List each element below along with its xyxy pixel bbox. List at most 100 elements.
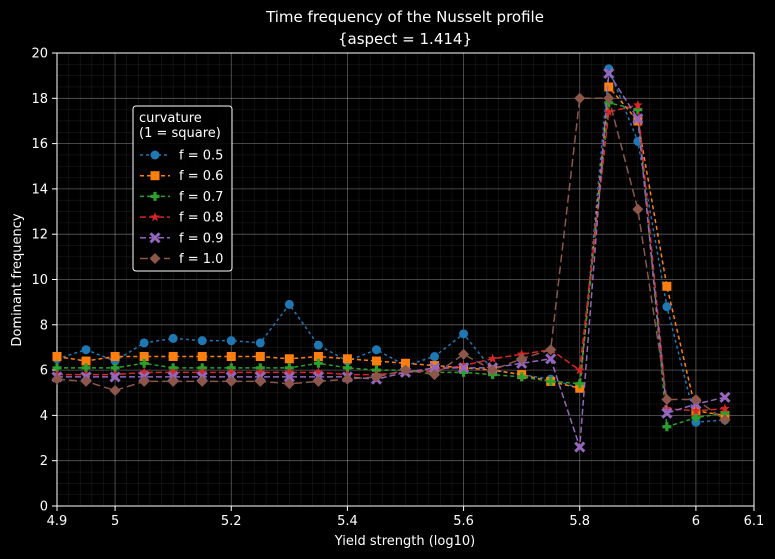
legend-label: f = 0.9 — [179, 231, 223, 246]
data-point — [371, 345, 381, 355]
data-point — [371, 356, 381, 366]
y-tick-label: 20 — [31, 47, 48, 62]
data-point — [139, 367, 149, 377]
data-point — [487, 364, 499, 376]
data-point — [110, 363, 120, 373]
data-point — [81, 345, 91, 355]
data-point — [428, 362, 441, 374]
series-line — [57, 71, 726, 448]
data-point — [284, 367, 295, 377]
chart-subtitle: {aspect = 1.414} — [338, 30, 472, 48]
y-tick-label: 0 — [40, 500, 48, 515]
data-point — [150, 171, 160, 181]
data-point — [632, 99, 643, 110]
data-point — [341, 373, 353, 385]
data-point — [691, 405, 701, 415]
data-point — [401, 358, 410, 368]
data-point — [52, 363, 62, 373]
data-point — [690, 394, 702, 406]
legend-label: f = 0.8 — [179, 211, 223, 226]
data-point — [370, 371, 382, 383]
data-point — [313, 358, 323, 368]
data-point — [430, 352, 440, 362]
data-point — [139, 358, 149, 368]
data-point — [167, 375, 179, 387]
x-axis: 4.9 5 5.2 5.4 5.6 5.8 6 6.1 — [47, 506, 764, 529]
x-tick-label: 5.8 — [569, 514, 590, 529]
data-point — [458, 348, 470, 360]
data-point — [139, 352, 149, 362]
data-point — [632, 203, 644, 215]
data-point — [603, 92, 615, 104]
data-point — [149, 232, 161, 244]
data-point — [225, 375, 237, 387]
data-point — [196, 375, 208, 387]
series-line — [56, 85, 726, 417]
data-point — [51, 373, 63, 385]
data-point — [633, 105, 643, 115]
legend-label: f = 0.7 — [179, 190, 223, 205]
data-point — [283, 378, 295, 390]
y-axis: 0 2 4 6 8 10 12 14 16 18 20 — [31, 47, 57, 515]
x-tick-label: 5.4 — [337, 514, 358, 529]
y-tick-label: 18 — [31, 92, 48, 107]
data-point — [81, 356, 91, 366]
data-point — [168, 367, 179, 377]
data-point — [546, 376, 556, 386]
y-tick-label: 16 — [31, 137, 48, 152]
data-point — [150, 212, 160, 222]
data-point — [661, 407, 673, 419]
legend: curvature (1 = square) f = 0.5f = 0.6f =… — [132, 105, 233, 272]
legend-entry: f = 0.5 — [140, 149, 223, 164]
x-tick-label: 4.9 — [47, 514, 68, 529]
data-point — [109, 384, 121, 396]
legend-entry: f = 0.6 — [140, 169, 223, 184]
data-point — [342, 363, 352, 373]
data-point — [575, 383, 585, 393]
data-point — [226, 336, 236, 346]
series-layer — [51, 64, 731, 453]
data-point — [81, 369, 91, 379]
data-point — [168, 352, 178, 362]
data-point — [197, 336, 207, 346]
legend-entry: f = 0.7 — [140, 190, 223, 205]
data-point — [603, 106, 614, 117]
y-tick-label: 10 — [31, 273, 48, 288]
data-point — [545, 344, 557, 356]
data-point — [313, 352, 323, 362]
data-point — [575, 379, 585, 389]
data-point — [284, 354, 294, 364]
data-point — [149, 253, 161, 264]
data-point — [283, 371, 295, 383]
legend-entry: f = 1.0 — [140, 252, 223, 267]
x-tick-label: 6 — [692, 514, 700, 529]
data-point — [691, 417, 701, 427]
data-point — [604, 82, 614, 92]
data-point — [545, 353, 557, 365]
data-point — [197, 367, 208, 377]
data-point — [313, 367, 324, 377]
data-point — [255, 352, 265, 362]
data-point — [429, 369, 441, 381]
x-tick-label: 5.2 — [221, 514, 242, 529]
data-point — [720, 403, 730, 413]
data-point — [109, 371, 121, 383]
y-tick-label: 8 — [40, 318, 48, 333]
legend-label: f = 0.5 — [179, 149, 223, 164]
legend-label: f = 1.0 — [179, 252, 223, 267]
data-point — [459, 367, 469, 377]
data-point — [574, 365, 585, 375]
data-point — [517, 372, 527, 382]
data-point — [691, 413, 701, 423]
data-point — [150, 191, 160, 201]
legend-entries: f = 0.5 f = 0.6 f = 0.7 f = 0.8 f = 0.9 f = 1… — [140, 149, 223, 267]
data-point — [719, 414, 731, 426]
data-point — [284, 299, 294, 309]
data-point — [487, 353, 498, 363]
data-point — [313, 340, 323, 350]
data-point — [226, 352, 236, 362]
data-point — [661, 394, 673, 406]
data-point — [400, 364, 411, 376]
